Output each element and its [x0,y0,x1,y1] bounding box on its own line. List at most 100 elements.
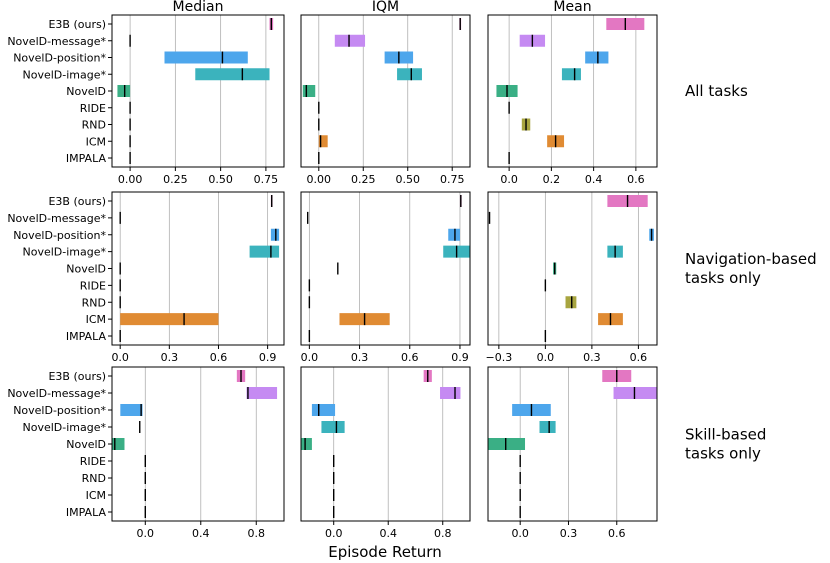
x-tick-label: 0.25 [163,173,188,186]
panel-frame [487,191,658,346]
column-title-median: Median [173,0,224,15]
x-tick-label: 0.0 [111,351,129,364]
interval-bar-noveld-position [448,228,460,241]
x-tick-label: 0.0 [301,351,319,364]
x-tick-label: 0.3 [351,351,369,364]
x-tick-label: 0.4 [585,173,603,186]
x-tick-label: 0.8 [434,527,452,540]
interval-bar-noveld-position [270,228,280,241]
panel-frame [111,14,285,168]
row-label: tasks only [685,269,761,287]
interval-bar-noveld [302,85,316,97]
panel-r0-c0: E3B (ours) NovelD-message* NovelD-position… [7,14,285,186]
column-title-mean: Mean [553,0,591,15]
method-label-rnd: RND [82,119,106,132]
interval-bar-noveld [488,438,526,450]
method-label-noveld-image: NovelD-image* [23,246,107,259]
method-label-ride: RIDE [80,279,106,292]
x-tick-label: 0.9 [259,351,277,364]
panel-r2-c0: E3B (ours) NovelD-message* NovelD-position… [7,366,285,540]
x-axis-label: Episode Return [328,543,441,561]
interval-bar-noveld-message [334,34,366,47]
method-label-noveld: NovelD [66,263,106,276]
panel-r1-c2: −0.3 0.0 0.3 0.6 [485,191,658,364]
interval-bar-noveld-position [120,404,143,416]
method-label-noveld-image: NovelD-image* [23,421,107,434]
method-label-noveld-image: NovelD-image* [23,68,107,81]
panel-r0-c2: 0.0 0.2 0.4 0.6 [487,14,658,186]
interval-bar-noveld-image [195,68,270,81]
x-tick-label: −0.3 [485,351,512,364]
x-tick-label: 0.50 [208,173,233,186]
method-label-e3b-ours: E3B (ours) [48,18,106,31]
x-tick-label: 0.0 [500,173,518,186]
method-label-noveld-position: NovelD-position* [13,52,106,65]
method-label-noveld: NovelD [66,438,106,451]
method-label-ride: RIDE [80,455,106,468]
row-label: tasks only [685,445,761,463]
column-title-iqm: IQM [372,0,399,15]
panel-r2-c2: 0.0 0.3 0.6 [487,366,658,540]
interval-bar-noveld-message [440,387,461,399]
method-label-ride: RIDE [80,102,106,115]
interval-bar-noveld-message [246,387,278,399]
row-label: Skill-based [685,426,766,444]
method-label-e3b-ours: E3B (ours) [48,195,106,208]
interval-bar-noveld-position [311,404,336,416]
method-label-noveld-position: NovelD-position* [13,404,106,417]
method-label-impala: IMPALA [66,330,107,343]
interval-bar-noveld-position [164,51,248,64]
x-tick-label: 0.0 [511,527,529,540]
x-tick-label: 0.0 [137,527,155,540]
interval-bar-noveld-message [613,387,657,399]
method-label-icm: ICM [86,135,106,148]
x-tick-label: 0.50 [395,173,420,186]
x-tick-label: 0.2 [543,173,561,186]
method-label-rnd: RND [82,296,106,309]
x-tick-label: 0.00 [118,173,143,186]
x-tick-label: 0.6 [627,173,645,186]
x-tick-label: 0.75 [254,173,279,186]
interval-bar-icm [318,135,328,148]
panel-frame [300,366,471,522]
method-label-icm: ICM [86,489,106,502]
row-label: All tasks [685,82,748,100]
interval-bar-rnd [565,296,577,309]
panel-frame [300,191,471,346]
panel-frame [487,14,658,168]
interval-bar-noveld [301,438,312,450]
method-label-rnd: RND [82,472,106,485]
x-tick-label: 0.3 [560,527,578,540]
interval-bar-noveld-image [539,421,556,433]
interval-bar-icm [120,313,219,326]
method-label-noveld: NovelD [66,85,106,98]
x-tick-label: 0.6 [210,351,228,364]
x-tick-label: 0.6 [608,527,626,540]
x-tick-label: 0.4 [192,527,210,540]
interval-bar-noveld-image [561,68,581,81]
interval-bar-noveld-image [397,68,422,81]
method-label-impala: IMPALA [66,506,107,519]
panel-r1-c0: E3B (ours) NovelD-message* NovelD-position… [7,191,285,364]
x-tick-label: 0.3 [583,351,601,364]
x-tick-label: 0.6 [630,351,648,364]
method-label-noveld-message: NovelD-message* [7,212,106,225]
method-label-noveld-position: NovelD-position* [13,229,106,242]
interval-bar-noveld [117,85,131,97]
interval-bar-noveld-position [585,51,609,64]
row-label: Navigation-based [685,250,817,268]
panel-frame [300,14,471,168]
x-tick-label: 0.0 [537,351,555,364]
x-tick-label: 0.6 [401,351,419,364]
interval-bar-noveld-image [249,245,280,258]
x-tick-label: 0.25 [351,173,376,186]
x-tick-label: 0.4 [379,527,397,540]
x-tick-label: 0.9 [451,351,469,364]
x-tick-label: 0.00 [307,173,332,186]
panel-frame [487,366,658,522]
interval-bar-noveld [112,438,125,450]
x-tick-label: 0.3 [161,351,179,364]
x-tick-label: 0.75 [440,173,465,186]
method-label-e3b-ours: E3B (ours) [48,370,106,383]
